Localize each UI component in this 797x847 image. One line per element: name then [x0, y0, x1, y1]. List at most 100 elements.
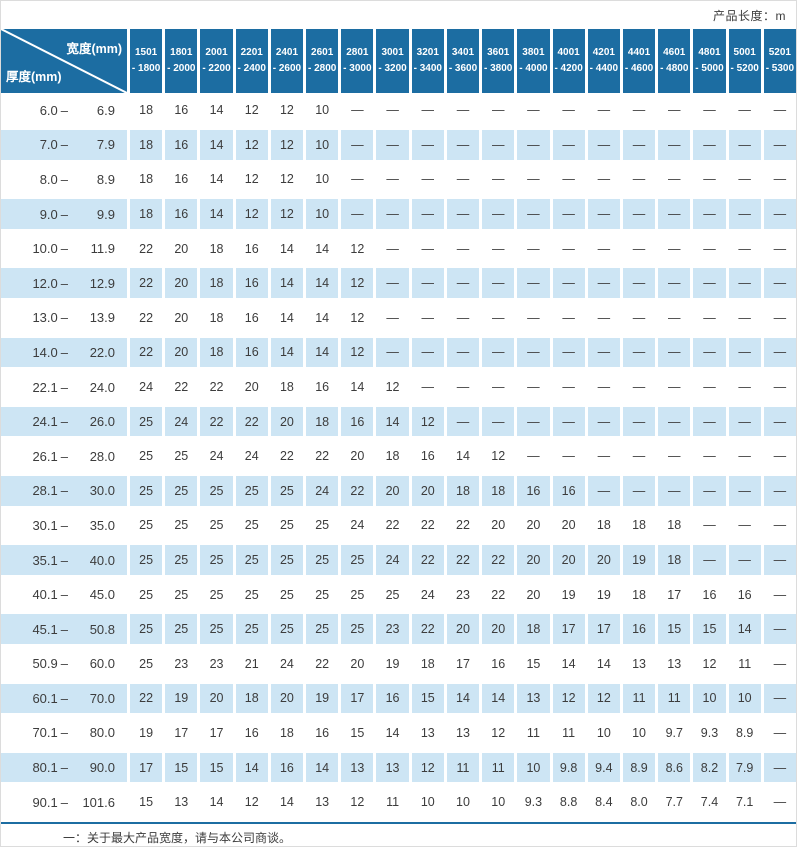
value-cell: —	[587, 303, 620, 333]
value-cell: 24	[165, 406, 198, 437]
thickness-from: 22.1	[32, 379, 58, 395]
thickness-range: 8.0– 8.9	[15, 172, 115, 187]
value-cell: 22	[376, 510, 409, 541]
range-dash: –	[60, 414, 68, 430]
thickness-to: 7.9	[96, 137, 115, 153]
value-cell: —	[622, 372, 656, 402]
thickness-to: 50.8	[89, 621, 115, 637]
value-cell: 25	[235, 476, 268, 506]
value-cell: 18	[235, 683, 268, 714]
table-row: 13.0–13.9 22 20 18 16 14 14 12— — — — — — — — — — — —	[1, 301, 796, 336]
thickness-range: 7.0– 7.9	[15, 137, 115, 152]
value-cell: —	[446, 268, 480, 299]
table-row: 50.9–60.0 25 23 23 21 24 22 20 19 18 17 16 15 14 14 13 1…	[1, 647, 796, 682]
value-cell: 25	[270, 545, 304, 575]
thickness-to: 60.0	[89, 656, 115, 672]
value-cell: 12	[341, 233, 374, 264]
value-cell: 25	[341, 545, 374, 575]
value-cell: —	[517, 441, 550, 472]
value-cell: —	[728, 476, 761, 506]
value-cell: 10	[306, 95, 339, 126]
value-cell: —	[658, 303, 691, 333]
value-cell: —	[763, 95, 796, 126]
value-cell: 20	[341, 649, 374, 679]
value-cell: 10	[693, 683, 726, 714]
value-cell: —	[763, 545, 796, 575]
thickness-range: 12.0– 12.9	[15, 276, 115, 291]
table-row: 60.1–70.0 22 19 20 18 20 19 17 16 15 14 14 13 12 12 11 1…	[1, 681, 796, 716]
value-cell: 18	[446, 476, 480, 506]
value-cell: 20	[165, 337, 198, 368]
footnote: 一：关于最大产品宽度，请与本公司商谈。	[63, 831, 292, 845]
value-cell: 18	[130, 164, 163, 195]
value-cell: —	[341, 199, 374, 229]
thickness-range: 22.1– 24.0	[15, 380, 115, 395]
value-cell: —	[693, 441, 726, 472]
range-dash: –	[60, 379, 68, 395]
column-header-line1: 3801	[522, 47, 545, 58]
value-cell: 25	[270, 579, 304, 610]
value-cell: 25	[376, 579, 409, 610]
column-header-line1: 4001	[557, 47, 580, 58]
value-cell: —	[587, 476, 620, 506]
value-cell: 8.9	[728, 718, 761, 748]
value-cell: 8.6	[658, 752, 691, 783]
value-cell: —	[763, 510, 796, 541]
value-cell: —	[376, 199, 409, 229]
value-cell: 7.4	[693, 787, 726, 817]
table-row: 24.1–26.0 25 24 22 22 20 18 16 14 12— — — — — — — — — —	[1, 404, 796, 439]
header-row: 宽度(mm) 厚度(mm) 1501 - 1800 1801 - 2000 2001 - …	[1, 29, 796, 93]
value-cell: 16	[165, 199, 198, 229]
value-cell: —	[482, 337, 515, 368]
value-cell: —	[587, 337, 620, 368]
thickness-to: 11.9	[90, 241, 115, 257]
row-label: 70.1– 80.0	[1, 718, 127, 748]
value-cell: —	[693, 268, 726, 299]
column-header-line1: 3601	[487, 47, 510, 58]
value-cell: 16	[306, 372, 339, 402]
thickness-range: 45.1– 50.8	[15, 622, 115, 637]
value-cell: 10	[306, 130, 339, 160]
value-cell: —	[622, 95, 656, 126]
value-cell: 20	[341, 441, 374, 472]
value-cell: —	[622, 441, 656, 472]
value-cell: —	[517, 303, 550, 333]
thickness-range: 90.1–101.6	[15, 795, 115, 810]
value-cell: 15	[341, 718, 374, 748]
value-cell: 18	[130, 199, 163, 229]
value-cell: —	[446, 372, 480, 402]
value-cell: —	[728, 510, 761, 541]
thickness-range: 24.1– 26.0	[15, 414, 115, 429]
value-cell: 20	[376, 476, 409, 506]
row-label: 40.1– 45.0	[1, 579, 127, 610]
value-cell: 25	[130, 510, 163, 541]
thickness-from: 28.1	[32, 483, 58, 499]
column-header: 2001 - 2200	[200, 29, 233, 93]
thickness-from: 26.1	[32, 448, 58, 464]
value-cell: —	[658, 441, 691, 472]
value-cell: 16	[341, 406, 374, 437]
value-cell: 14	[446, 683, 480, 714]
row-label: 26.1– 28.0	[1, 441, 127, 472]
value-cell: —	[446, 164, 480, 195]
column-header-line2: - 1800	[131, 63, 161, 74]
value-cell: 22	[200, 372, 233, 402]
value-cell: 20	[446, 614, 480, 644]
range-dash: –	[60, 760, 68, 776]
value-cell: —	[517, 268, 550, 299]
thickness-to: 13.9	[89, 310, 115, 326]
table-row: 45.1–50.8 25 25 25 25 25 25 25 23 22 20 20 18 17 17 16 1…	[1, 612, 796, 647]
value-cell: 12	[482, 441, 515, 472]
value-cell: 7.7	[658, 787, 691, 817]
value-cell: —	[693, 130, 726, 160]
value-cell: 25	[130, 579, 163, 610]
range-dash: –	[60, 794, 68, 810]
value-cell: 25	[165, 579, 198, 610]
range-dash: –	[60, 171, 68, 187]
thickness-range: 9.0– 9.9	[15, 207, 115, 222]
value-cell: —	[693, 95, 726, 126]
value-cell: —	[658, 476, 691, 506]
thickness-to: 26.0	[89, 414, 115, 430]
column-header: 5201 - 5300	[763, 29, 796, 93]
value-cell: —	[763, 476, 796, 506]
